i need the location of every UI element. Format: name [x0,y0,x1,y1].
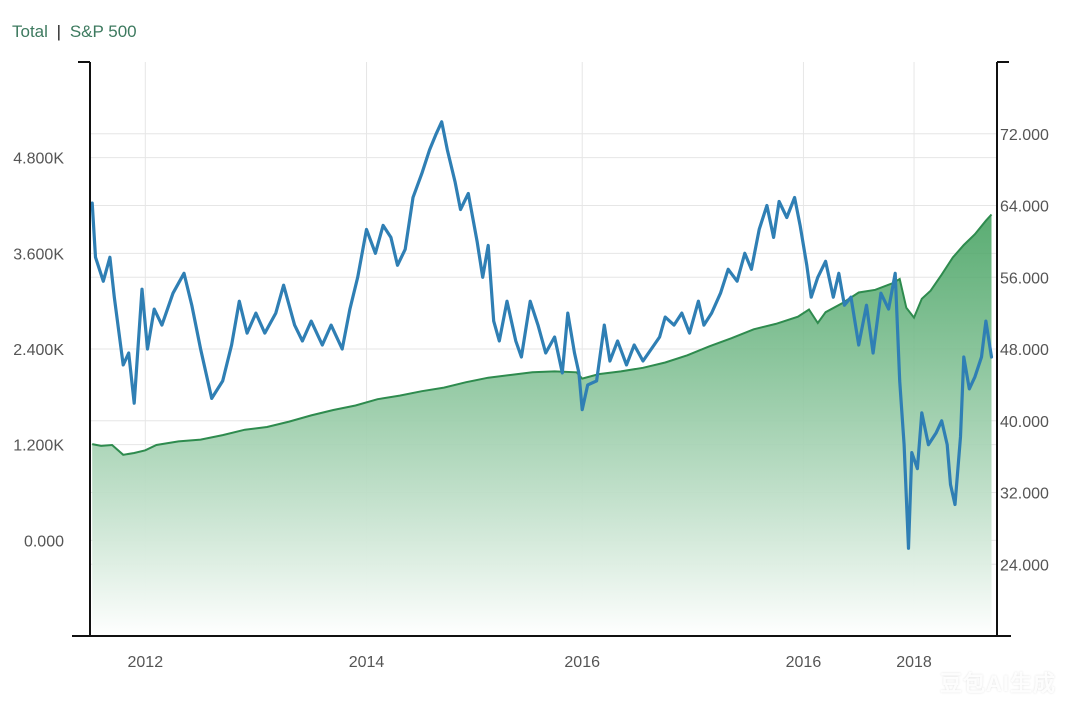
y-right-tick-label: 56.000 [1000,270,1049,287]
x-tick-label: 2016 [564,654,600,671]
y-left-tick-label: 4.800K [13,151,64,168]
watermark-text: 豆包AI生成 [939,671,1056,696]
chart-legend: Total | S&P 500 [12,22,137,42]
y-right-tick-label: 32.000 [1000,486,1049,503]
y-right-tick-label: 48.000 [1000,342,1049,359]
x-tick-label: 2018 [896,654,932,671]
y-right-tick-label: 64.000 [1000,199,1049,216]
total-line [90,120,994,550]
y-left-tick-label: 3.600K [13,246,64,263]
y-right-tick-label: 40.000 [1000,414,1049,431]
x-tick-label: 2016 [786,654,822,671]
y-left-tick-label: 2.400K [13,342,64,359]
legend-separator: | [56,22,62,41]
y-left-tick-label: 1.200K [13,438,64,455]
sp500-area-fill [92,214,992,636]
x-tick-label: 2014 [349,654,385,671]
total-line-layer [90,120,994,550]
tick-labels: 0.000 1.200K 2.400K 3.600K 4.800K 24.000 32.00… [13,127,1049,671]
chart-axes [72,61,1011,637]
y-right-tick-label: 24.000 [1000,557,1049,574]
y-right-tick-label: 72.000 [1000,127,1049,144]
y-left-tick-label: 0.000 [24,533,64,550]
x-tick-label: 2012 [128,654,164,671]
legend-sp500-label: S&P 500 [69,22,137,41]
legend-total-label: Total [12,22,48,41]
